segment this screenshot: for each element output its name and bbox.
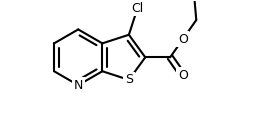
- Text: O: O: [178, 33, 188, 46]
- Text: O: O: [178, 69, 188, 82]
- Text: Cl: Cl: [131, 2, 144, 15]
- Text: S: S: [125, 73, 133, 86]
- Text: N: N: [74, 79, 83, 92]
